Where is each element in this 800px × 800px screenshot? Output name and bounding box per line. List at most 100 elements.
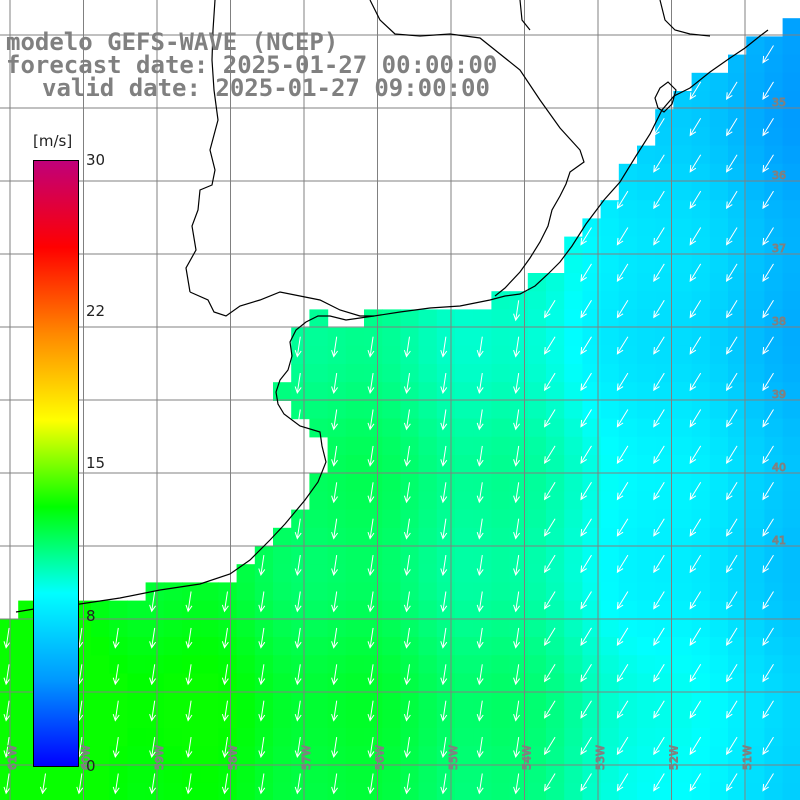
coastline: [15, 0, 769, 613]
wind-cell: [473, 455, 492, 474]
wind-cell: [527, 546, 547, 565]
wind-cell: [746, 418, 765, 438]
wind-cell: [782, 254, 800, 274]
wind-cell: [618, 273, 638, 292]
wind-cell: [491, 509, 511, 529]
wind-cell: [673, 782, 693, 800]
wind-cell: [509, 418, 529, 438]
wind-cell: [455, 509, 474, 529]
wind-cell: [746, 673, 765, 693]
wind-cell: [382, 546, 401, 565]
wind-cell: [546, 491, 565, 511]
wind-arrow: [762, 736, 774, 756]
wind-cell: [382, 527, 401, 547]
wind-cell: [382, 709, 401, 729]
wind-cell: [655, 709, 674, 729]
lat-label: 35: [772, 96, 786, 109]
wind-cell: [327, 382, 347, 401]
wind-cell: [600, 455, 620, 474]
wind-arrow: [689, 118, 702, 137]
wind-cell: [291, 637, 310, 656]
wind-cell: [236, 709, 256, 729]
wind-cell: [728, 345, 747, 365]
wind-arrow: [403, 700, 411, 722]
wind-cell: [273, 618, 292, 638]
wind-cell: [127, 728, 147, 747]
wind-cell: [473, 782, 492, 800]
wind-cell: [782, 782, 800, 800]
wind-cell: [637, 546, 656, 565]
wind-cell: [637, 218, 656, 238]
wind-arrow: [689, 554, 702, 574]
wind-cell: [418, 618, 438, 638]
wind-arrow: [726, 300, 738, 319]
wind-arrow: [440, 518, 448, 540]
wind-arrow: [762, 482, 774, 501]
wind-cell: [455, 436, 474, 456]
wind-cell: [582, 564, 602, 583]
wind-cell: [309, 691, 329, 711]
wind-cell: [18, 673, 37, 693]
wind-cell: [291, 782, 310, 800]
wind-cell: [418, 764, 438, 784]
wind-arrow: [544, 664, 556, 683]
wind-cell: [309, 491, 329, 511]
wind-cell: [673, 345, 693, 365]
lon-label: 59W: [153, 745, 166, 770]
wind-cell: [345, 637, 365, 656]
wind-cell: [564, 254, 583, 274]
wind-cell: [637, 382, 656, 401]
wind-cell: [163, 673, 183, 693]
wind-cell: [691, 200, 711, 219]
wind-arrow: [653, 482, 665, 501]
wind-cell: [637, 145, 656, 165]
wind-cell: [109, 709, 128, 729]
wind-cell: [418, 473, 438, 492]
wind-cell: [455, 527, 474, 547]
wind-arrow: [689, 300, 702, 319]
wind-arrow: [616, 700, 629, 719]
wind-cell: [637, 746, 656, 765]
wind-cell: [637, 345, 656, 365]
wind-cell: [345, 491, 365, 511]
wind-cell: [673, 618, 693, 638]
wind-cell: [455, 382, 474, 401]
wind-arrow: [689, 518, 702, 537]
wind-cell: [200, 709, 219, 729]
wind-cell: [509, 564, 529, 583]
wind-cell: [546, 782, 565, 800]
wind-cell: [709, 691, 729, 711]
wind-arrow: [762, 518, 774, 537]
wind-cell: [491, 782, 511, 800]
wind-cell: [163, 728, 183, 747]
wind-cell: [746, 54, 765, 74]
wind-cell: [564, 473, 583, 492]
wind-cell: [345, 473, 365, 492]
wind-arrow: [440, 409, 448, 431]
wind-cell: [691, 309, 711, 329]
wind-cell: [709, 455, 729, 474]
wind-cell: [527, 673, 547, 693]
wind-cell: [546, 527, 565, 547]
wind-cell: [782, 473, 800, 492]
wind-cell: [709, 218, 729, 238]
wind-cell: [673, 273, 693, 292]
wind-cell: [327, 491, 347, 511]
wind-arrow: [294, 627, 302, 649]
wind-cell: [200, 582, 219, 602]
wind-arrow: [112, 773, 120, 795]
wind-arrow: [440, 591, 448, 613]
wind-arrow: [476, 409, 484, 431]
wind-cell: [254, 564, 274, 583]
wind-cell: [91, 618, 110, 638]
wind-cell: [782, 418, 800, 438]
wind-cell: [728, 127, 747, 147]
wind-cell: [673, 145, 693, 165]
wind-cell: [527, 436, 547, 456]
wind-cell: [637, 764, 656, 784]
wind-cell: [327, 673, 347, 693]
wind-arrow: [149, 664, 157, 686]
wind-cell: [546, 455, 565, 474]
wind-cell: [382, 764, 401, 784]
